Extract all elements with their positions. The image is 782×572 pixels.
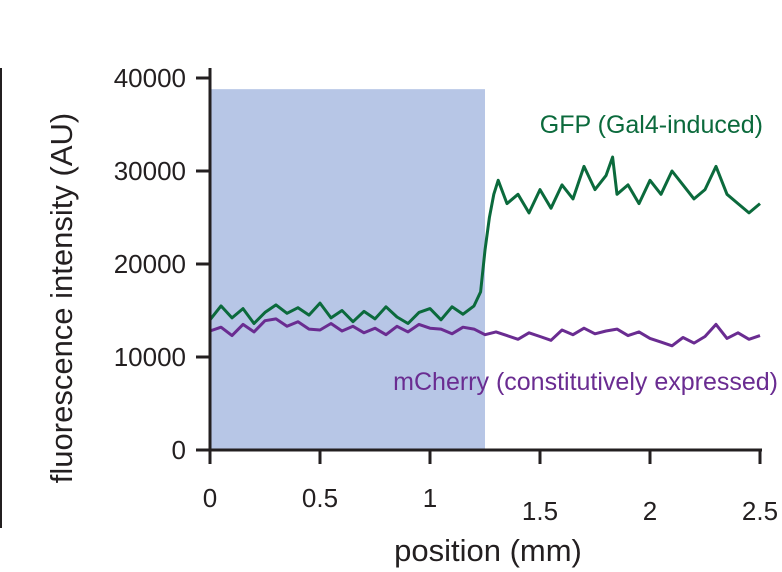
y-tick-label: 0	[172, 435, 186, 465]
x-tick-label: 1.5	[522, 496, 558, 526]
x-tick-label: 1	[423, 483, 437, 513]
x-tick-label: 0.5	[302, 483, 338, 513]
series-layer	[208, 155, 761, 348]
series-line-0	[208, 155, 761, 325]
x-axis-title: position (mm)	[394, 533, 582, 568]
series-line-1	[209, 317, 761, 348]
y-tick-label: 40000	[114, 63, 186, 93]
x-tick-label: 2	[643, 496, 657, 526]
y-tick-label: 20000	[114, 249, 186, 279]
y-axis-title: fluorescence intensity (AU)	[44, 113, 79, 483]
y-axis-ticks: 0 10000 20000 30000 40000	[114, 63, 210, 465]
series-label-gfp: GFP (Gal4-induced)	[540, 111, 763, 139]
x-tick-label: 2.5	[742, 496, 778, 526]
y-tick-label: 30000	[114, 156, 186, 186]
x-axis-ticks: 0 0.5 1 1.5 2 2.5	[203, 450, 778, 526]
x-tick-label: 0	[203, 483, 217, 513]
y-tick-label: 10000	[114, 342, 186, 372]
shaded-region	[210, 89, 485, 450]
series-label-mcherry: mCherry (constitutively expressed)	[393, 368, 778, 396]
